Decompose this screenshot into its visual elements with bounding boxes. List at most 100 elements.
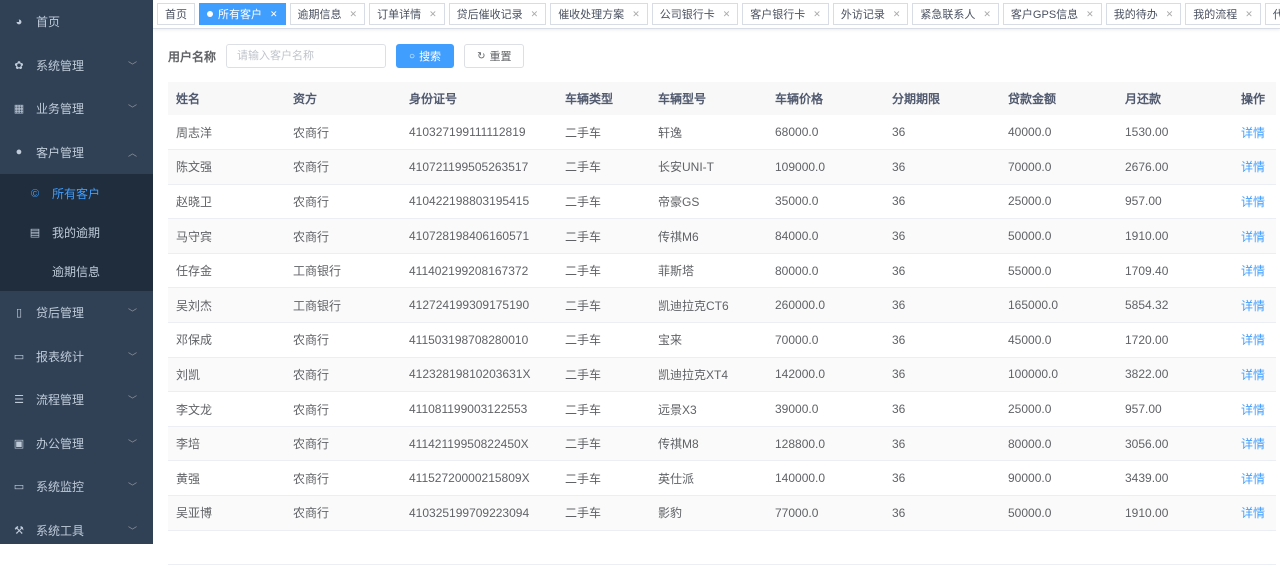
table-cell: 传祺M6 [650,218,767,254]
table-cell: 吴刘杰 [168,287,285,324]
sidebar-subitem-1[interactable]: ▤ 我的逾期 [0,213,153,252]
table-cell: 25000.0 [1000,391,1117,427]
action-cell: 详情 [1233,391,1276,427]
detail-link[interactable]: 详情 [1241,194,1266,209]
detail-link[interactable]: 详情 [1241,160,1266,175]
sidebar-item-1[interactable]: ▭ 报表统计 ﹀ [0,335,153,379]
tag-6[interactable]: 公司银行卡 ✕ [651,3,739,25]
tag-11[interactable]: 我的待办 ✕ [1105,3,1182,25]
tag-2[interactable]: 逾期信息 ✕ [289,3,366,25]
close-icon[interactable]: ✕ [530,8,539,19]
table-cell: 二手车 [557,391,650,427]
tag-9[interactable]: 紧急联系人 ✕ [912,3,999,25]
sidebar-item-0[interactable]: ▯ 贷后管理 ﹀ [0,291,153,335]
table-cell: 二手车 [557,184,650,220]
tag-3[interactable]: 订单详情 ✕ [369,3,445,25]
table-cell: 远景X3 [650,391,767,427]
tag-10[interactable]: 客户GPS信息 ✕ [1002,3,1102,25]
table-cell: 二手车 [557,218,650,254]
customer-table: 姓名 资方 身份证号 车辆类型 车辆型号 车辆价格 分期期限 贷款金额 月还款 操作 周志洋 农商行… [168,82,1276,565]
close-icon[interactable]: ✕ [813,8,821,19]
tag-8[interactable]: 外访记录 ✕ [832,3,909,25]
detail-link[interactable]: 详情 [1241,402,1266,417]
detail-link[interactable]: 详情 [1241,506,1266,521]
table-cell: 黄强 [168,460,285,497]
table-cell: 马守宾 [168,218,285,254]
table-cell: 90000.0 [1000,460,1117,497]
table-cell: 36 [884,218,1000,254]
table-cell: 二手车 [557,426,650,462]
sidebar-subitem-2[interactable]: 逾期信息 [0,252,153,291]
table-cell: 李文龙 [168,391,285,427]
action-cell: 详情 [1233,149,1276,185]
table-cell: 55000.0 [1000,253,1117,289]
dashboard-icon: ◕ [15,15,23,28]
detail-link[interactable]: 详情 [1241,333,1266,348]
sidebar-item-5[interactable]: ⚒ 系统工具 ﹀ [0,509,153,553]
tag-1[interactable]: 所有客户 ✕ [199,3,286,25]
close-icon[interactable]: ✕ [983,8,991,19]
detail-link[interactable]: 详情 [1241,437,1266,452]
close-icon[interactable]: ✕ [429,8,437,19]
sidebar-subitem-label: 所有客户 [52,187,101,201]
sidebar-item-2[interactable]: ▦ 业务管理 ﹀ [0,87,153,131]
close-icon[interactable]: ✕ [632,8,640,19]
sidebar-item-4[interactable]: ▭ 系统监控 ﹀ [0,465,153,509]
detail-link[interactable]: 详情 [1241,471,1266,486]
table-cell [168,530,1276,565]
close-icon[interactable]: ✕ [1245,8,1253,19]
close-icon[interactable]: ✕ [892,8,901,19]
tag-label: 逾期信息 [297,9,342,21]
reset-button[interactable]: ↻ 重置 [464,44,525,68]
sidebar-item-3[interactable]: ▣ 办公管理 ﹀ [0,422,153,466]
sidebar-item-1[interactable]: ✿ 系统管理 ﹀ [0,44,153,88]
close-icon[interactable]: ✕ [349,8,358,19]
table-cell: 影豹 [650,495,767,531]
table-cell: 50000.0 [1000,218,1117,254]
detail-link[interactable]: 详情 [1241,298,1266,313]
table-cell: 农商行 [285,460,401,497]
close-icon[interactable]: ✕ [722,8,731,19]
tag-label: 所有客户 [218,9,262,21]
action-cell: 详情 [1233,218,1276,254]
table-cell: 41152720000215809X [401,460,557,497]
sidebar-item-0[interactable]: ◕ 首页 [0,0,153,44]
table-cell: 宝来 [650,322,767,358]
tag-5[interactable]: 催收处理方案 ✕ [550,3,648,25]
tag-0[interactable]: 首页 [157,3,195,25]
sidebar-subitem-0[interactable]: © 所有客户 [0,174,153,213]
search-icon: ○ [409,50,416,62]
sidebar-item-3[interactable]: ● 客户管理 ︿ [0,131,153,175]
username-label: 用户名称 [168,49,217,64]
detail-link[interactable]: 详情 [1241,229,1266,244]
tag-12[interactable]: 我的流程 ✕ [1185,3,1261,25]
chevron-down-icon: ﹀ [127,308,137,319]
username-input[interactable] [226,44,387,68]
close-icon[interactable]: ✕ [1165,8,1174,19]
table-cell: 陈文强 [168,149,285,185]
close-icon[interactable]: ✕ [270,8,278,19]
tag-7[interactable]: 客户银行卡 ✕ [742,3,829,25]
table-row: 陈文强 农商行 410721199505263517 二手车 长安UNI-T 109000… [168,149,1276,185]
search-button[interactable]: ○ 搜索 [396,44,455,68]
table-cell: 英仕派 [650,460,767,497]
tag-13[interactable]: 代签任务✕ [1264,3,1280,25]
table-cell: 36 [884,253,1000,289]
sidebar-subitem-label: 逾期信息 [52,265,101,279]
detail-link[interactable]: 详情 [1241,125,1266,140]
tag-4[interactable]: 贷后催收记录 ✕ [448,3,547,25]
table-cell: 36 [884,495,1000,531]
chevron-down-icon: ﹀ [127,525,137,536]
detail-link[interactable]: 详情 [1241,367,1266,382]
sidebar-item-label: 业务管理 [36,102,85,117]
chevron-down-icon: ﹀ [127,60,137,71]
tool-icon: ⚒ [14,524,24,537]
close-icon[interactable]: ✕ [1086,8,1094,19]
chevron-down-icon: ﹀ [127,482,137,493]
detail-link[interactable]: 详情 [1241,264,1266,279]
table-cell: 轩逸 [650,115,767,151]
copyright-icon: © [30,187,40,200]
table-cell: 410325199709223094 [401,495,557,531]
sidebar-item-2[interactable]: ☰ 流程管理 ﹀ [0,378,153,422]
table-cell: 李培 [168,426,285,462]
